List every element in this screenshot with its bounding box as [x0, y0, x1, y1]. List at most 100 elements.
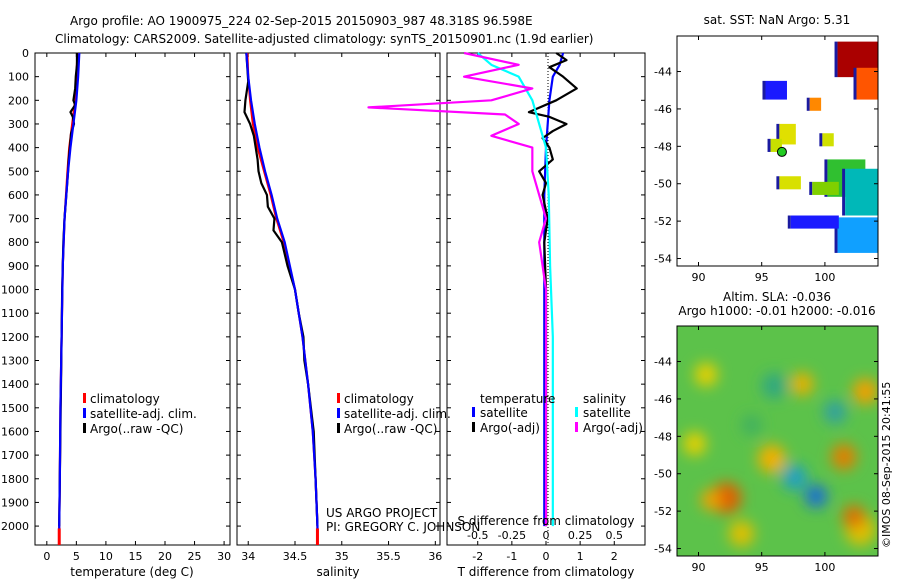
lon-tick-label: 100	[814, 561, 835, 574]
sla-anomaly	[852, 378, 878, 405]
depth-tick-label: 1900	[1, 496, 29, 509]
series-climatology	[246, 52, 319, 538]
s-x-tick-label: 0.25	[568, 529, 593, 542]
sst-cell-edge	[806, 97, 810, 111]
x-tick-label: 25	[188, 550, 202, 563]
sla-anomaly	[728, 520, 755, 547]
sst-cell	[856, 67, 878, 100]
lat-tick-label: -46	[654, 103, 672, 116]
sst-cell-edge	[842, 168, 846, 216]
depth-tick-label: 1300	[1, 355, 29, 368]
legend-swatch-t-argo	[472, 422, 475, 432]
argo-position-marker	[776, 146, 787, 157]
depth-tick-label: 700	[8, 213, 29, 226]
lon-tick-label: 100	[814, 271, 835, 284]
lat-tick-label: -50	[654, 178, 672, 191]
sst-cell-edge	[809, 181, 813, 195]
depth-tick-label: 1600	[1, 425, 29, 438]
legend-swatch-satellite	[337, 408, 340, 418]
x-tick-label: 34.5	[283, 550, 308, 563]
depth-tick-label: 500	[8, 165, 29, 178]
x-tick-label: -2	[472, 550, 483, 563]
legend-label-satellite: satellite-adj. clim.	[344, 407, 451, 421]
legend-label-s-satellite: satellite	[583, 406, 631, 420]
sla-anomaly	[761, 372, 787, 399]
x-tick-label: -1	[506, 550, 517, 563]
legend-label-climatology: climatology	[344, 392, 414, 406]
lon-tick-label: 90	[691, 271, 705, 284]
temperature-axes	[34, 52, 231, 546]
x-tick-label: 36	[428, 550, 442, 563]
lat-tick-label: -54	[654, 543, 672, 556]
legend-label-climatology: climatology	[90, 392, 160, 406]
sla-anomaly	[741, 414, 762, 436]
sla-anomaly	[781, 464, 808, 491]
lat-tick-label: -46	[654, 393, 672, 406]
depth-tick-label: 2000	[1, 520, 29, 533]
s-difference-xlabel: S difference from climatology	[458, 514, 635, 528]
depth-tick-label: 1000	[1, 284, 29, 297]
lat-tick-label: -54	[654, 253, 672, 266]
x-tick-label: 15	[128, 550, 142, 563]
difference-panel: -2 -1 0 1 2 -0.5 -0.25 0 0.25 0.5 T difference fr…	[367, 51, 646, 579]
legend-label-argo: Argo(..raw -QC)	[90, 422, 183, 436]
depth-tick-label: 1200	[1, 331, 29, 344]
sst-map-axes	[676, 35, 879, 267]
x-tick-label: 20	[158, 550, 172, 563]
sst-cell-edge	[824, 159, 828, 197]
sst-cell-edge	[776, 123, 780, 145]
bottom-marker	[315, 528, 319, 545]
imos-watermark: ©IMOS 08-Sep-2015 20:41:55	[880, 382, 893, 548]
temperature-xlabel: temperature (deg C)	[70, 565, 193, 579]
series-salinity-argo-adj	[367, 51, 548, 527]
x-tick-label: 30	[217, 550, 231, 563]
x-tick-label: 35	[335, 550, 349, 563]
lon-tick-label: 95	[755, 271, 769, 284]
sst-cell-edge	[776, 176, 780, 190]
legend-swatch-argo	[83, 423, 86, 433]
sst-cell-edge	[819, 133, 823, 147]
depth-tick-label: 1400	[1, 378, 29, 391]
lat-tick-label: -48	[654, 140, 672, 153]
sst-cell-edge	[787, 215, 791, 229]
sla-anomaly	[823, 400, 847, 424]
temperature-panel: 0100200300400500600700800900100011001200…	[1, 47, 645, 579]
sst-cell	[779, 176, 801, 190]
depth-tick-label: 800	[8, 236, 29, 249]
legend-swatch-s-argo	[575, 422, 578, 432]
legend-swatch-climatology	[83, 393, 86, 403]
series-satellite-adj-clim	[58, 52, 81, 534]
sla-map-subtitle: Argo h1000: -0.01 h2000: -0.016	[678, 304, 875, 318]
bottom-marker	[57, 528, 61, 545]
sla-map-title: Altim. SLA: -0.036	[723, 290, 831, 304]
depth-tick-label: 900	[8, 260, 29, 273]
x-tick-label: 0	[43, 550, 50, 563]
sst-cell	[779, 123, 796, 145]
x-tick-label: 1	[577, 550, 584, 563]
salinity-axes	[236, 52, 441, 546]
sst-map-title: sat. SST: NaN Argo: 5.31	[704, 13, 851, 27]
depth-tick-label: 1700	[1, 449, 29, 462]
x-tick-label: 0	[543, 550, 550, 563]
lon-tick-label: 95	[755, 561, 769, 574]
legend-swatch-satellite	[83, 408, 86, 418]
difference-legend: temperature salinity satellite Argo(-adj…	[472, 392, 643, 435]
legend-label-s-argo: Argo(-adj)	[583, 421, 643, 435]
series-salinity-satellite	[477, 52, 554, 527]
depth-tick-label: 0	[22, 47, 29, 60]
depth-tick-label: 400	[8, 142, 29, 155]
legend-label-satellite: satellite-adj. clim.	[90, 407, 197, 421]
sst-cell	[837, 217, 878, 253]
sst-cell-edge	[762, 80, 766, 100]
s-x-tick-label: 0.5	[606, 529, 624, 542]
sla-map-axes	[676, 325, 879, 557]
lat-tick-label: -48	[654, 430, 672, 443]
sst-map-panel: sat. SST: NaN Argo: 5.31 90 95 100 -44 -46 -4…	[654, 13, 879, 284]
sla-anomaly	[831, 443, 857, 470]
depth-tick-label: 300	[8, 118, 29, 131]
sla-anomaly	[804, 484, 828, 508]
lat-tick-label: -50	[654, 468, 672, 481]
depth-tick-label: 600	[8, 189, 29, 202]
legend-title-salinity: salinity	[583, 392, 626, 406]
sst-cell-edge	[853, 67, 857, 100]
